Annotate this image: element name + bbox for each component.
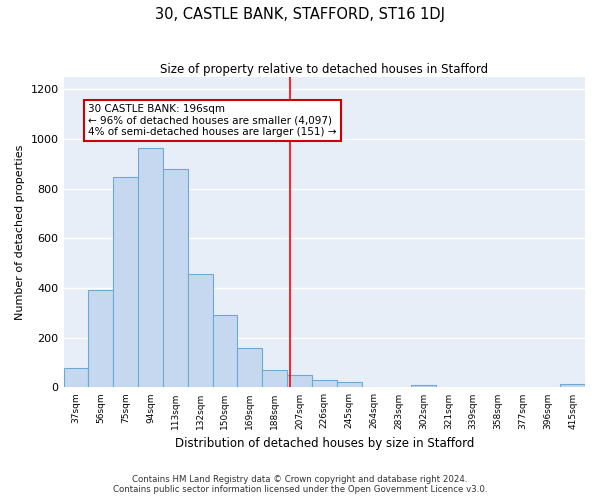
Bar bbox=[113, 178, 138, 388]
Text: 30, CASTLE BANK, STAFFORD, ST16 1DJ: 30, CASTLE BANK, STAFFORD, ST16 1DJ bbox=[155, 8, 445, 22]
Bar bbox=[262, 370, 287, 388]
Bar bbox=[411, 385, 436, 388]
Bar bbox=[88, 290, 113, 388]
Title: Size of property relative to detached houses in Stafford: Size of property relative to detached ho… bbox=[160, 62, 488, 76]
Bar bbox=[64, 368, 88, 388]
Text: Contains HM Land Registry data © Crown copyright and database right 2024.
Contai: Contains HM Land Registry data © Crown c… bbox=[113, 475, 487, 494]
Bar bbox=[560, 384, 585, 388]
Bar bbox=[138, 148, 163, 388]
Bar bbox=[212, 316, 238, 388]
Y-axis label: Number of detached properties: Number of detached properties bbox=[15, 144, 25, 320]
Bar bbox=[163, 168, 188, 388]
Bar bbox=[287, 375, 312, 388]
Bar bbox=[312, 380, 337, 388]
X-axis label: Distribution of detached houses by size in Stafford: Distribution of detached houses by size … bbox=[175, 437, 474, 450]
Text: 30 CASTLE BANK: 196sqm
← 96% of detached houses are smaller (4,097)
4% of semi-d: 30 CASTLE BANK: 196sqm ← 96% of detached… bbox=[88, 104, 337, 137]
Bar bbox=[188, 274, 212, 388]
Bar bbox=[238, 348, 262, 388]
Bar bbox=[337, 382, 362, 388]
